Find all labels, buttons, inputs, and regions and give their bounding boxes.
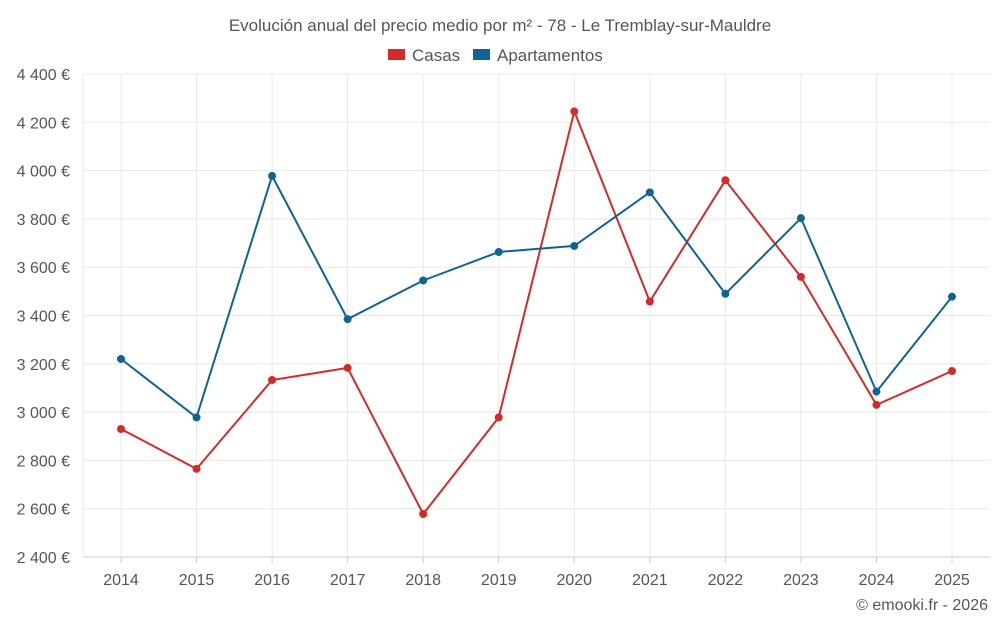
data-point-casas[interactable] [343,363,352,372]
y-tick-label: 3 000 € [17,405,70,422]
legend-swatch [473,49,490,60]
grid [82,73,990,558]
data-point-apartamentos[interactable] [645,188,654,197]
data-point-casas[interactable] [419,510,428,519]
data-point-casas[interactable] [570,107,579,116]
legend-label: Apartamentos [497,46,603,65]
series-line-apartamentos [120,173,953,420]
x-axis: 2014 2015 2016 2017 2018 2019 2020 2021 2022 2023… [103,557,970,589]
legend-item-casas[interactable]: Casas [388,46,460,65]
x-tick-label: 2024 [859,572,895,589]
data-point-apartamentos[interactable] [872,387,881,396]
data-point-casas[interactable] [192,464,201,473]
data-point-apartamentos[interactable] [494,247,503,256]
x-tick-label: 2019 [481,572,517,589]
x-tick-label: 2025 [934,572,970,589]
y-tick-label: 2 800 € [17,453,70,470]
y-tick-label: 2 600 € [17,502,70,519]
y-axis: 2 400 € 2 600 € 2 800 € 3 000 € 3 200 € 3 400… [17,67,70,567]
x-tick-label: 2015 [179,572,215,589]
y-tick-label: 3 600 € [17,260,70,277]
y-tick-label: 3 400 € [17,309,70,326]
series-line-casas [120,108,953,516]
data-point-casas[interactable] [872,400,881,409]
data-point-apartamentos[interactable] [570,241,579,250]
data-point-casas[interactable] [268,375,277,384]
legend: Casas Apartamentos [388,46,603,65]
data-point-casas[interactable] [645,297,654,306]
legend-label: Casas [412,46,460,65]
data-point-casas[interactable] [721,176,730,185]
data-point-apartamentos[interactable] [419,276,428,285]
y-tick-label: 4 200 € [17,115,70,132]
data-point-apartamentos[interactable] [948,292,956,301]
legend-swatch [388,49,405,60]
data-point-casas[interactable] [948,367,956,376]
series-layer [117,107,956,519]
x-tick-label: 2021 [632,572,668,589]
data-point-apartamentos[interactable] [117,354,125,363]
y-tick-label: 3 200 € [17,357,70,374]
series-casas [117,107,956,519]
y-tick-label: 3 800 € [17,212,70,229]
y-tick-label: 4 400 € [17,67,70,84]
y-tick-label: 2 400 € [17,550,70,567]
data-point-apartamentos[interactable] [192,413,201,422]
x-tick-label: 2018 [405,572,441,589]
series-apartamentos [117,171,956,422]
data-point-apartamentos[interactable] [268,171,277,180]
chart-title: Evolución anual del precio medio por m² … [229,16,771,35]
data-point-casas[interactable] [494,413,503,422]
x-tick-label: 2023 [783,572,819,589]
x-tick-label: 2020 [556,572,592,589]
data-point-casas[interactable] [117,425,125,434]
data-point-apartamentos[interactable] [343,315,352,324]
x-tick-label: 2016 [254,572,290,589]
y-tick-label: 4 000 € [17,164,70,181]
x-tick-label: 2017 [330,572,366,589]
data-point-apartamentos[interactable] [721,289,730,298]
legend-item-apartamentos[interactable]: Apartamentos [473,46,603,65]
x-tick-label: 2022 [708,572,744,589]
credit-text: © emooki.fr - 2026 [856,597,988,614]
x-tick-label: 2014 [103,572,139,589]
data-point-casas[interactable] [796,272,805,281]
data-point-apartamentos[interactable] [796,214,805,223]
